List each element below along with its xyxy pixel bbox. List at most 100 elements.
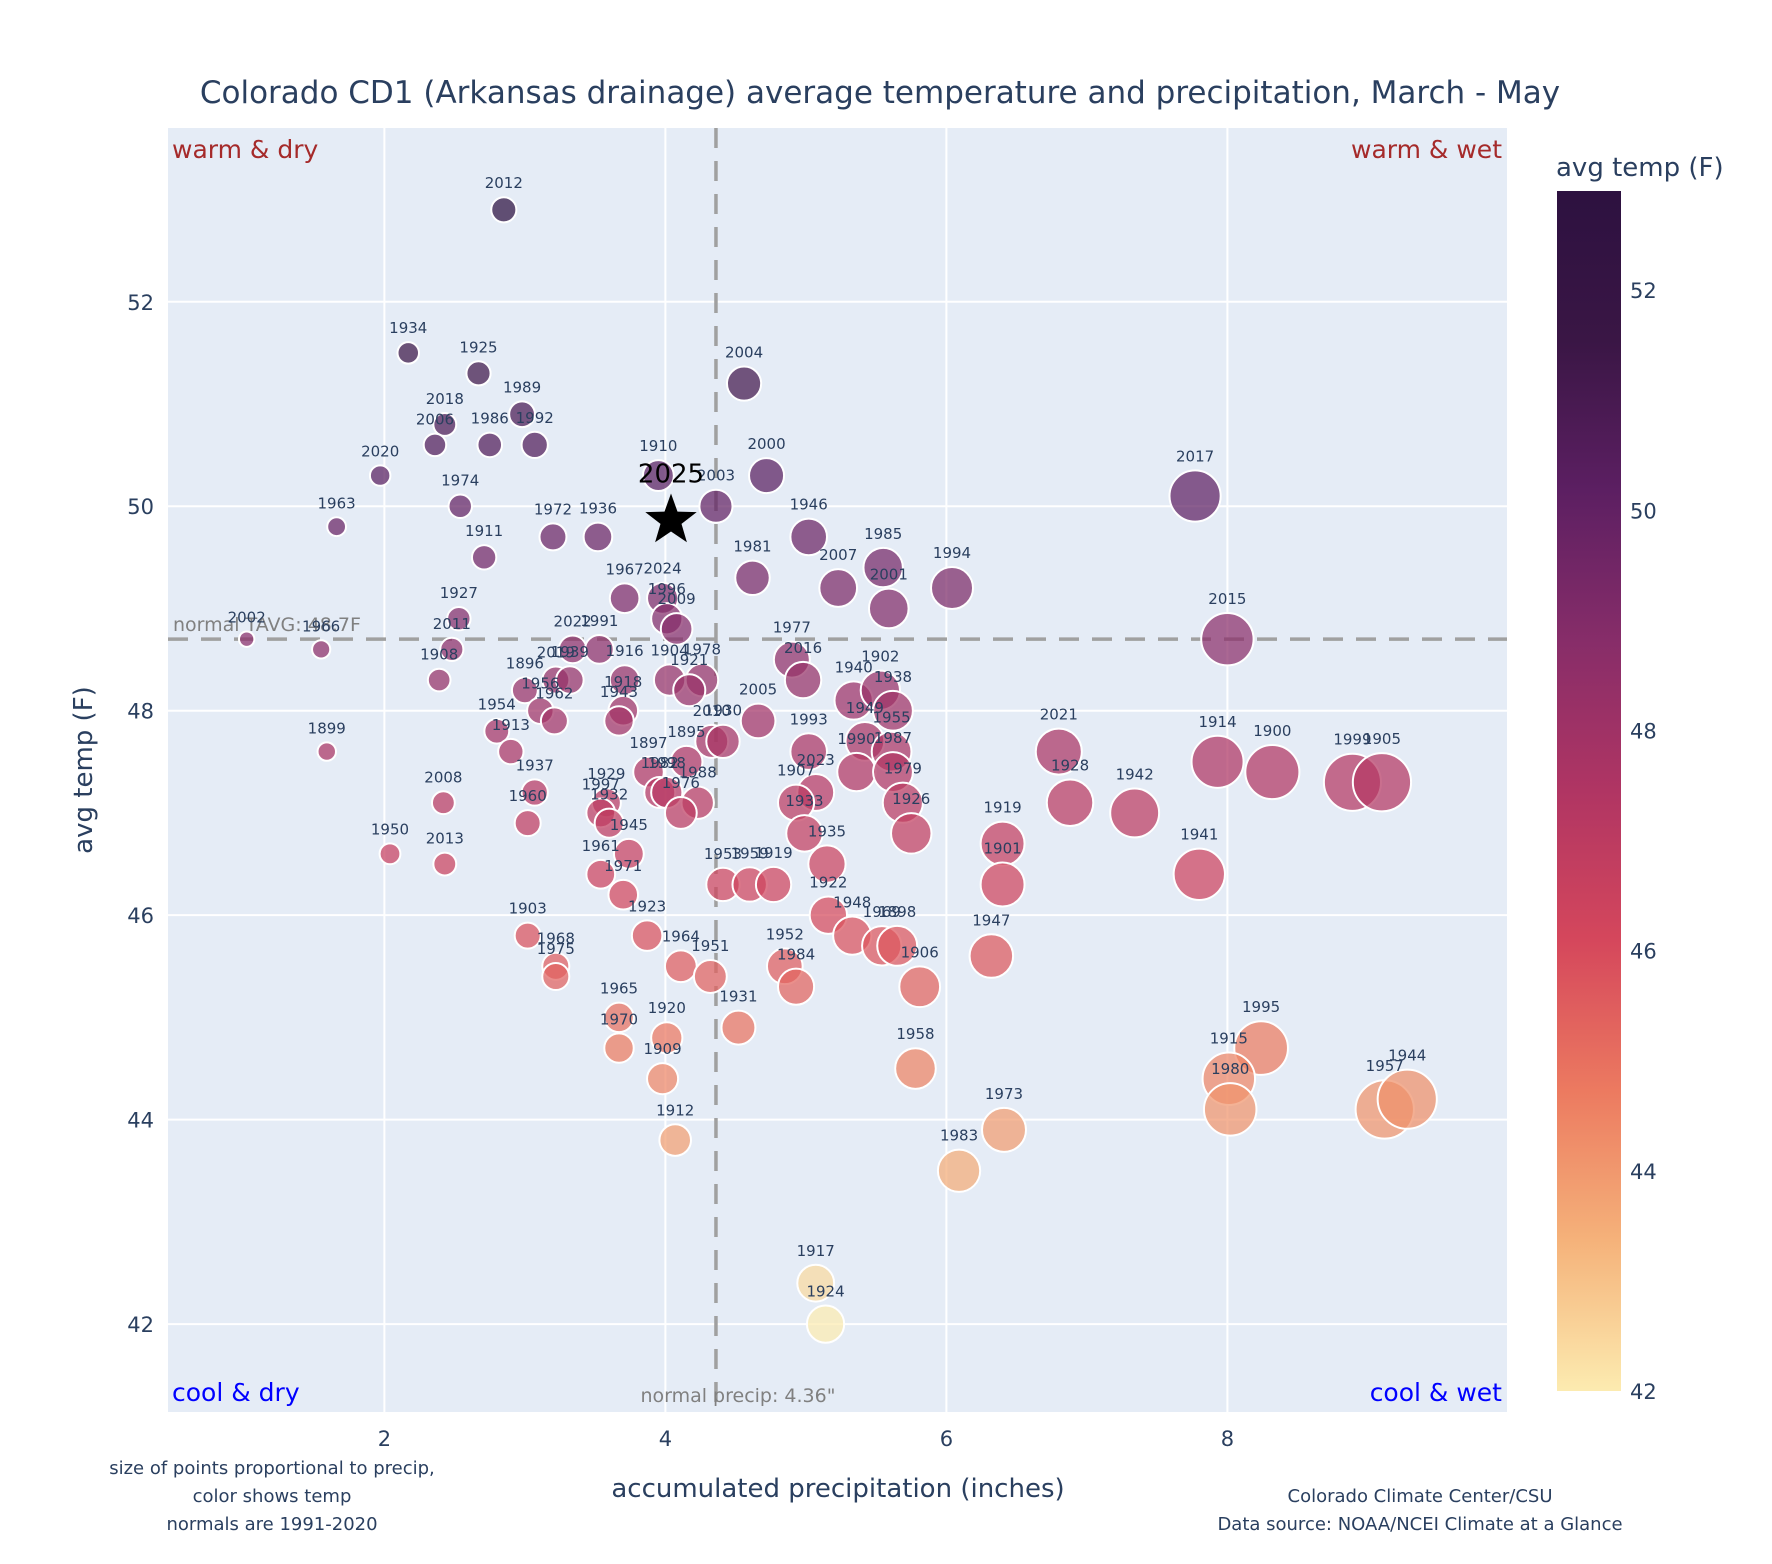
point-labels: 2012 1934 1925 1989 2018 2006 1986 1992 2020 1974… <box>228 174 1427 1300</box>
point-label: 1980 <box>1211 1060 1249 1078</box>
point-label: 1936 <box>579 500 617 518</box>
point-label: 1973 <box>985 1085 1023 1103</box>
point-label: 1962 <box>535 684 573 702</box>
point-label: 1957 <box>1366 1057 1404 1075</box>
data-point <box>432 851 458 877</box>
point-label: 1953 <box>704 845 742 863</box>
point-label: 1903 <box>509 900 547 918</box>
data-point <box>1200 611 1255 667</box>
colorbar-tick-label: 42 <box>1630 1380 1657 1404</box>
point-label: 1949 <box>846 699 884 717</box>
data-point <box>930 566 975 611</box>
credit-line-1: Colorado Climate Center/CSU <box>1288 1486 1553 1507</box>
data-point <box>805 1304 846 1344</box>
point-label: 1964 <box>662 927 700 945</box>
point-label: 1972 <box>534 500 572 518</box>
x-tick-label: 4 <box>659 1427 672 1451</box>
point-label: 1999 <box>1333 731 1371 749</box>
point-label: 1908 <box>420 646 458 664</box>
point-label: 1996 <box>648 580 686 598</box>
point-label: 2002 <box>228 608 266 626</box>
x-tick-label: 8 <box>1221 1427 1234 1451</box>
point-label: 1954 <box>478 696 516 714</box>
highlight-2025: 2025 <box>638 459 704 543</box>
data-point <box>508 400 536 429</box>
point-label: 1898 <box>878 903 916 921</box>
data-points <box>237 196 1438 1344</box>
data-point <box>470 544 498 571</box>
colorbar-tick-label: 46 <box>1630 940 1657 964</box>
data-point <box>497 737 525 766</box>
point-label: 1997 <box>582 776 620 794</box>
normal-precip-label: normal precip: 4.36" <box>640 1385 835 1407</box>
point-label: 1933 <box>785 792 823 810</box>
data-point <box>890 812 933 855</box>
point-label: 1941 <box>1180 826 1218 844</box>
data-point <box>672 673 707 708</box>
data-point <box>607 878 640 911</box>
point-label: 2008 <box>424 768 462 786</box>
data-point <box>603 1001 635 1034</box>
quadrant-label-cool-wet: cool & wet <box>1370 1378 1502 1407</box>
data-point <box>447 493 473 519</box>
credit-line-2: Data source: NOAA/NCEI Climate at a Glan… <box>1217 1514 1622 1535</box>
data-point <box>807 844 847 884</box>
point-label: 1905 <box>1363 730 1401 748</box>
point-label: 2012 <box>485 174 523 192</box>
data-point <box>663 796 698 830</box>
point-label: 1934 <box>389 319 427 337</box>
point-label: 2018 <box>426 390 464 408</box>
data-point <box>426 667 452 693</box>
star-label: 2025 <box>638 459 704 489</box>
data-point <box>1172 847 1226 901</box>
colorbar-ticks: 42 44 46 48 50 52 <box>1630 279 1657 1404</box>
data-point <box>539 706 569 736</box>
point-label: 1913 <box>492 716 530 734</box>
point-label: 1960 <box>509 787 547 805</box>
point-label: 1906 <box>901 943 939 961</box>
point-label: 1925 <box>459 338 497 356</box>
data-point <box>936 1148 982 1193</box>
data-point <box>630 919 664 952</box>
chart-title: Colorado CD1 (Arkansas drainage) average… <box>200 75 1560 111</box>
y-tick-label: 42 <box>127 1313 154 1337</box>
point-label: 1959 <box>731 844 769 862</box>
point-label: 1920 <box>648 999 686 1017</box>
data-point <box>541 961 571 992</box>
data-point <box>603 1032 635 1064</box>
point-label: 1935 <box>808 822 846 840</box>
point-label: 1967 <box>606 560 644 578</box>
data-point <box>316 741 337 762</box>
point-label: 1992 <box>516 409 554 427</box>
point-label: 1977 <box>773 619 811 637</box>
data-point <box>836 751 877 793</box>
point-label: 1961 <box>582 837 620 855</box>
note-line-3: normals are 1991-2020 <box>166 1514 377 1535</box>
point-label: 1937 <box>516 756 554 774</box>
point-label: 1919 <box>983 799 1021 817</box>
data-point <box>1034 727 1083 776</box>
point-label: 1978 <box>683 641 721 659</box>
data-point <box>739 702 777 740</box>
data-point <box>789 517 828 557</box>
data-point <box>663 949 698 984</box>
point-label: 2013 <box>426 830 464 848</box>
x-tick-label: 2 <box>378 1427 391 1451</box>
data-point <box>555 665 585 695</box>
point-label: 1930 <box>704 702 742 720</box>
point-label: 1963 <box>318 494 356 512</box>
point-label: 1986 <box>471 410 509 428</box>
point-label: 1969 <box>863 903 901 921</box>
point-label: 2024 <box>643 560 681 578</box>
point-label: 1928 <box>1051 756 1089 774</box>
point-label: 1917 <box>797 1242 835 1260</box>
data-point <box>659 612 694 646</box>
point-label: 1929 <box>587 765 625 783</box>
point-label: 1922 <box>809 873 847 891</box>
point-label: 2021 <box>1040 706 1078 724</box>
data-point <box>603 705 635 737</box>
data-point <box>669 744 704 779</box>
point-label: 1985 <box>864 525 902 543</box>
point-label: 1932 <box>590 786 628 804</box>
x-tick-label: 6 <box>940 1427 953 1451</box>
